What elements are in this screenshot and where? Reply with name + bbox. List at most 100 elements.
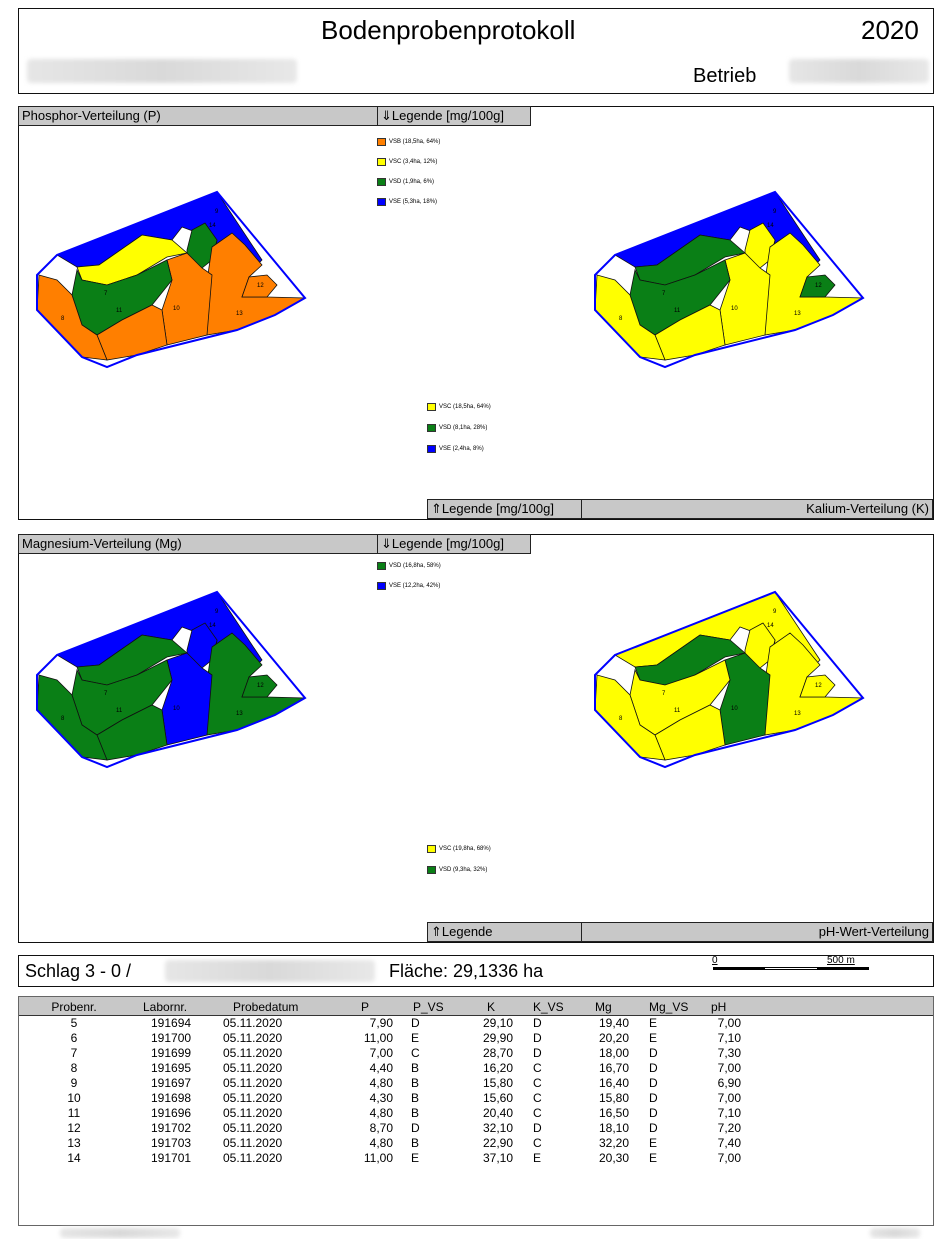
table-cell: 8,70 [369, 1121, 393, 1135]
field-region [96, 304, 168, 361]
table-cell: 16,20 [482, 1061, 513, 1075]
field-number: 12 [815, 683, 822, 689]
data-table: Probenr. Labornr. Probedatum P P_VS K K_VS Mg Mg… [19, 998, 757, 1166]
table-cell: 11 [67, 1106, 81, 1120]
field-number: 9 [773, 209, 777, 215]
table-cell: D [649, 1061, 658, 1075]
legend-item: VSE (2,4ha, 8%) [427, 445, 484, 454]
field-number: 11 [674, 708, 681, 714]
field-region [161, 652, 213, 746]
table-cell: 4,80 [369, 1076, 393, 1090]
table-row: 13 191703 05.11.2020 4,80 B 22,90 C 32,20 E 7,40 [19, 1136, 757, 1151]
table-cell: 05.11.2020 [223, 1046, 283, 1060]
table-cell: E [649, 1151, 658, 1165]
table-cell: 7,30 [717, 1046, 741, 1060]
field-boundary [594, 590, 865, 769]
table-cell: 191703 [151, 1136, 192, 1150]
field-number: 8 [61, 316, 65, 322]
field-number: 13 [794, 311, 801, 317]
legend-item: VSC (18,5ha, 64%) [427, 403, 491, 412]
table-cell: 29,90 [482, 1031, 513, 1045]
table-cell: 7,20 [717, 1121, 741, 1135]
phosphor-legend-label: ⇓Legende [mg/100g] [377, 106, 531, 126]
table-cell: D [649, 1121, 658, 1135]
table-cell: 7,00 [717, 1091, 741, 1105]
table-cell: 16,40 [598, 1076, 629, 1090]
table-cell: 05.11.2020 [223, 1151, 283, 1165]
table-cell: 7,00 [717, 1061, 741, 1075]
table-cell: 05.11.2020 [223, 1121, 283, 1135]
field-region [96, 704, 168, 761]
ph-legend-label: ⇑Legende [427, 922, 582, 942]
field-number: 13 [236, 311, 243, 317]
legend-swatch [427, 866, 436, 874]
table-cell: D [533, 1016, 542, 1030]
legend-item: VSC (19,8ha, 68%) [427, 845, 491, 854]
kalium-map: 7 8 9 10 11 12 13 14 [594, 190, 865, 369]
legend-swatch [377, 582, 386, 590]
table-cell: 12 [67, 1121, 81, 1135]
table-cell: 20,20 [598, 1031, 629, 1045]
table-cell: 6,90 [717, 1076, 741, 1090]
field-boundary [36, 190, 307, 369]
legend-swatch [427, 403, 436, 411]
legend-label: VSE (5,3ha, 18%) [389, 199, 438, 205]
legend-item: VSE (12,2ha, 42%) [377, 582, 440, 591]
table-cell: 18,00 [598, 1046, 629, 1060]
legend-label: VSE (2,4ha, 8%) [439, 446, 484, 452]
table-cell: 191699 [151, 1046, 192, 1060]
scale-end: 500 m [827, 955, 855, 966]
field-number: 8 [619, 716, 623, 722]
table-cell: 191698 [151, 1091, 192, 1105]
table-row: 5 191694 05.11.2020 7,90 D 29,10 D 19,40 E 7,00 [19, 1016, 757, 1031]
field-number: 10 [173, 306, 180, 312]
table-cell: 20,30 [598, 1151, 629, 1165]
table-cell: C [533, 1076, 542, 1090]
redacted-schlag [165, 960, 375, 982]
legend-swatch [427, 445, 436, 453]
table-header [19, 997, 933, 1016]
field-number: 10 [731, 306, 738, 312]
column-header: Probenr. [51, 999, 97, 1014]
field-number: 7 [662, 691, 666, 697]
column-header: pH [711, 999, 727, 1014]
table-cell: 32,10 [482, 1121, 513, 1135]
legend-label: VSD (1,9ha, 6%) [389, 179, 435, 185]
legend-item: VSC (3,4ha, 12%) [377, 158, 437, 167]
legend-item: VSB (18,5ha, 64%) [377, 138, 440, 147]
table-cell: 05.11.2020 [223, 1016, 283, 1030]
table-cell: E [649, 1016, 658, 1030]
field-number: 10 [173, 706, 180, 712]
table-cell: D [649, 1091, 658, 1105]
table-cell: 191702 [151, 1121, 192, 1135]
table-cell: 37,10 [482, 1151, 513, 1165]
field-number: 11 [116, 708, 123, 714]
table-row: 11 191696 05.11.2020 4,80 B 20,40 C 16,50 D 7,10 [19, 1106, 757, 1121]
table-cell: 5 [70, 1016, 78, 1030]
table-cell: 11,00 [363, 1151, 393, 1165]
table-cell: B [411, 1076, 420, 1090]
ph-title: pH-Wert-Verteilung [581, 922, 933, 942]
legend-item: VSD (9,3ha, 32%) [427, 866, 487, 875]
scale-zero: 0 [712, 955, 718, 966]
flaeche-label: Fläche: 29,1336 ha [389, 961, 544, 981]
legend-item: VSD (1,9ha, 6%) [377, 178, 434, 187]
redacted-betrieb [789, 59, 929, 83]
field-number: 14 [209, 623, 216, 629]
table-cell: 22,90 [482, 1136, 513, 1150]
table-cell: D [411, 1121, 420, 1135]
table-cell: 4,80 [369, 1136, 393, 1150]
header-box: Bodenprobenprotokoll 2020 Betrieb [18, 8, 934, 94]
legend-item: VSE (5,3ha, 18%) [377, 198, 437, 207]
legend-label: VSC (18,5ha, 64%) [439, 404, 491, 410]
column-header: P [361, 999, 370, 1014]
legend-swatch [377, 158, 386, 166]
footer-redacted-right [870, 1228, 920, 1238]
data-table-box: Probenr. Labornr. Probedatum P P_VS K K_VS Mg Mg… [18, 996, 934, 1226]
field-number: 8 [61, 716, 65, 722]
panel-mg-ph: Magnesium-Verteilung (Mg) ⇓Legende [mg/1… [18, 534, 934, 943]
table-cell: 18,10 [598, 1121, 629, 1135]
table-cell: D [533, 1121, 542, 1135]
legend-swatch [427, 845, 436, 853]
field-region [161, 252, 213, 346]
